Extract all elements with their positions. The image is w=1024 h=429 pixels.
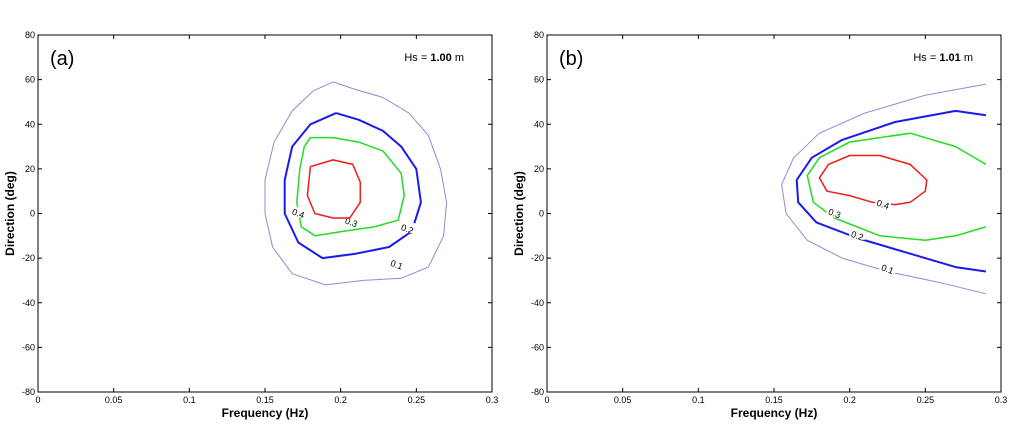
x-tick-label: 0.3: [486, 395, 499, 405]
y-tick-label: -40: [22, 298, 35, 308]
panel-b: 0 0.05 0.1 0.15 0.2 0.25 0.3 -80 -60 -40 -20 0 20 40 6…: [512, 30, 1007, 420]
contour-label-bg: [290, 207, 307, 218]
contour-label-0.4: 0.4: [291, 207, 306, 221]
plot-frame: [546, 34, 1002, 393]
y-tick-label: 60: [25, 75, 35, 85]
x-tick-label: 0.2: [334, 395, 347, 405]
x-tick-label: 0.15: [765, 395, 783, 405]
x-tick-label: 0: [544, 395, 549, 405]
y-tick-label: 40: [534, 119, 544, 129]
y-tick-label: 20: [25, 164, 35, 174]
y-tick-label: 0: [539, 209, 544, 219]
x-tick-label: 0.25: [917, 395, 935, 405]
contour-line-0.2: [795, 109, 987, 273]
y-tick-label: -60: [531, 342, 544, 352]
x-tick-label: 0.05: [105, 395, 123, 405]
y-tick-label: -20: [531, 253, 544, 263]
contour-line-0.2: [283, 112, 422, 260]
contour-label-bg: [399, 223, 416, 234]
y-tick-label: -40: [531, 298, 544, 308]
y-axis-label: Direction (deg): [3, 171, 17, 256]
hs-annotation: Hs = 1.01 m: [913, 52, 973, 64]
contour-line-0.4: [306, 159, 362, 219]
x-tick-label: 0.2: [843, 395, 856, 405]
y-tick-label: 60: [534, 75, 544, 85]
panel-a: 0 0.05 0.1 0.15 0.2 0.25 0.3 -80 -60 -40 -20 0 20 40 6…: [3, 30, 498, 420]
panel-label: (a): [50, 48, 74, 70]
hs-annotation: Hs = 1.00 m: [404, 52, 464, 64]
y-tick-label: -60: [22, 342, 35, 352]
y-tick-label: 0: [30, 209, 35, 219]
y-tick-label: 80: [25, 30, 35, 40]
x-tick-label: 0: [35, 395, 40, 405]
x-tick-label: 0.15: [256, 395, 274, 405]
y-tick-label: -20: [22, 253, 35, 263]
contour-label-bg: [343, 216, 360, 227]
y-tick-label: -80: [531, 387, 544, 397]
contour-label-0.1: 0.1: [880, 262, 895, 276]
x-axis-label: Frequency (Hz): [731, 406, 818, 420]
y-tick-label: 20: [534, 164, 544, 174]
x-tick-label: 0.05: [614, 395, 632, 405]
contour-label-bg: [879, 263, 896, 274]
contour-label-0.4: 0.4: [875, 198, 890, 212]
contour-line-0.1: [781, 83, 987, 295]
y-tick-label: 80: [534, 30, 544, 40]
x-axis-label: Frequency (Hz): [222, 406, 309, 420]
contour-line-0.3: [806, 132, 987, 242]
x-tick-label: 0.3: [995, 395, 1008, 405]
hs-unit: m: [961, 52, 973, 64]
hs-prefix: Hs =: [404, 52, 430, 64]
x-tick-label: 0.25: [408, 395, 426, 405]
y-tick-label: 40: [25, 119, 35, 129]
hs-prefix: Hs =: [913, 52, 939, 64]
x-tick-label: 0.1: [183, 395, 196, 405]
contour-label-0.2: 0.2: [850, 229, 865, 243]
contour-line-0.1: [264, 81, 448, 286]
contour-label-0.3: 0.3: [344, 216, 359, 230]
contour-label-0.1: 0.1: [389, 258, 404, 272]
y-tick-label: -80: [22, 387, 35, 397]
hs-value: 1.00: [430, 52, 451, 64]
contour-label-bg: [849, 229, 866, 240]
contour-label-0.2: 0.2: [400, 222, 415, 236]
contour-label-0.3: 0.3: [827, 207, 842, 221]
hs-unit: m: [452, 52, 464, 64]
contour-label-bg: [874, 198, 891, 209]
contour-label-bg: [388, 258, 405, 269]
contour-label-bg: [826, 207, 843, 218]
panel-label: (b): [559, 48, 583, 70]
hs-value: 1.01: [939, 52, 960, 64]
y-axis-label: Direction (deg): [512, 171, 526, 256]
contour-line-0.4: [818, 154, 928, 206]
x-tick-label: 0.1: [692, 395, 705, 405]
contour-line-0.3: [296, 136, 405, 237]
